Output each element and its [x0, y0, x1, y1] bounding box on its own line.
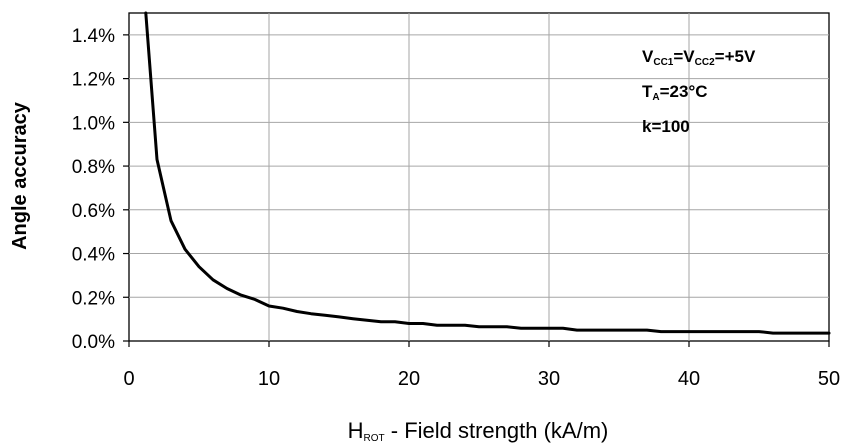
y-tick-label: 0.4% [72, 245, 115, 266]
annotation-block: VCC1=VCC2=+5V TA=23°C k=100 [642, 47, 756, 136]
y-tick-label: 1.2% [72, 70, 115, 91]
y-tick-label: 0.6% [72, 201, 115, 222]
annotation-line: VCC1=VCC2=+5V [642, 47, 756, 68]
annotation-line: TA=23°C [642, 82, 708, 103]
y-tick-label: 0.0% [72, 332, 115, 353]
x-tick-label: 0 [123, 368, 134, 390]
y-tick-label: 0.8% [72, 157, 115, 178]
x-axis-label-main: H [348, 418, 364, 443]
x-axis-label-subscript: ROT [364, 433, 385, 444]
x-axis-label: HROT - Field strength (kA/m) [348, 418, 609, 444]
y-axis-ticks: 0.0% 0.2% 0.4% 0.6% 0.8% 1.0% 1.2% 1.4% [72, 26, 129, 353]
y-tick-label: 0.2% [72, 288, 115, 309]
series-layer [144, 11, 831, 335]
x-tick-label: 10 [258, 368, 280, 390]
series-line [144, 11, 831, 335]
x-tick-label: 40 [678, 368, 700, 390]
y-tick-label: 1.4% [72, 26, 115, 47]
x-axis-ticks: 0 10 20 30 40 50 [123, 341, 840, 390]
x-tick-label: 30 [538, 368, 560, 390]
x-axis-label-rest: - Field strength (kA/m) [385, 418, 609, 443]
y-tick-label: 1.0% [72, 113, 115, 134]
x-tick-label: 50 [818, 368, 840, 390]
x-tick-label: 20 [398, 368, 420, 390]
y-axis-label: Angle accuracy [9, 101, 31, 250]
annotation-line: k=100 [642, 117, 690, 136]
plot-area [128, 12, 830, 342]
